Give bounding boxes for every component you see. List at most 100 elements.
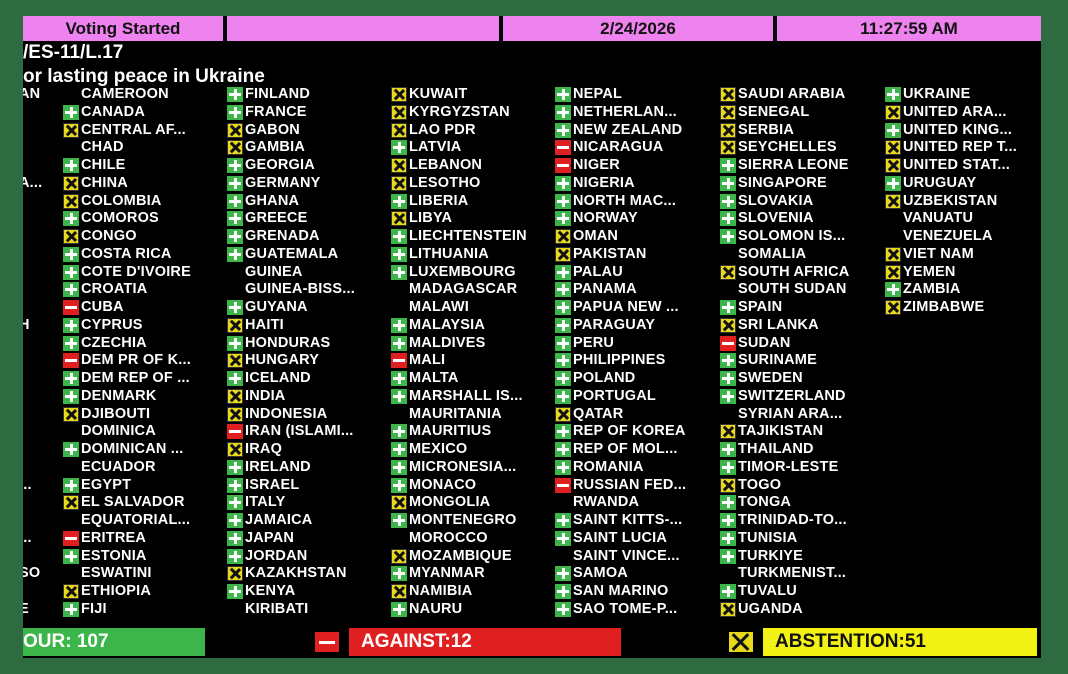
country-name: LITHUANIA (409, 245, 489, 262)
x-icon (720, 140, 736, 156)
country-row: LEBANON (391, 157, 556, 175)
x-icon (720, 477, 736, 493)
country-name: MALI (409, 352, 446, 369)
country-name: CZECHIA (81, 334, 147, 351)
country-name: GRENADA (245, 228, 320, 244)
country-name: CHINA (81, 174, 128, 191)
country-row: TIMOR-LESTE (720, 459, 885, 477)
country-row: HUNGARY (227, 352, 392, 370)
country-name: CHILE (81, 157, 126, 173)
country-name: COTE D'IVOIRE (81, 263, 191, 280)
country-name: ECUADOR (81, 458, 156, 475)
country-name: E (23, 600, 29, 617)
plus-icon (391, 566, 407, 582)
country-name: SYRIAN ARA... (738, 405, 843, 422)
country-name: CANADA (81, 103, 146, 120)
country-row: SWEDEN (720, 370, 885, 388)
country-row: REP OF MOL... (555, 441, 720, 459)
country-row: TURKMENIST... (720, 565, 885, 583)
country-row: CENTRAL AF... (63, 122, 228, 140)
country-name: TAJIKISTAN (738, 423, 824, 440)
country-name: ZIMBABWE (903, 299, 985, 315)
country-row: DENMARK (63, 388, 228, 406)
plus-icon (555, 300, 571, 315)
country-name: REP OF KOREA (573, 423, 686, 440)
country-row: CANADA (63, 104, 228, 122)
country-row: MARSHALL IS... (391, 388, 556, 406)
country-name: GABON (245, 121, 300, 138)
plus-icon (555, 530, 571, 546)
country-row: AN (23, 86, 166, 104)
plus-icon (555, 122, 571, 138)
country-name: EQUATORIAL... (81, 512, 191, 528)
country-name: LIBERIA (409, 192, 469, 209)
country-name: ITALY (245, 494, 286, 511)
country-name: UZBEKISTAN (903, 192, 998, 209)
country-row: A... (23, 175, 166, 193)
country-row: UGANDA (720, 601, 885, 619)
country-row: HONDURAS (227, 335, 392, 353)
country-name: PALAU (573, 263, 623, 280)
country-row: UZBEKISTAN (885, 193, 1041, 211)
country-row: PHILIPPINES (555, 352, 720, 370)
country-column: SAUDI ARABIA SENEGAL SERBIA SEYCHELLES SIERR… (720, 86, 885, 619)
country-row: NIGER (555, 157, 720, 175)
country-row: SOUTH SUDAN (720, 281, 885, 299)
plus-icon (63, 548, 79, 564)
country-name: KUWAIT (409, 86, 468, 102)
country-row: UKRAINE (885, 86, 1041, 104)
x-icon (885, 140, 901, 156)
country-row: SAINT KITTS-... (555, 512, 720, 530)
country-name: TRINIDAD-TO... (738, 512, 847, 528)
country-name: TUNISIA (738, 529, 798, 546)
country-name: LIBYA (409, 210, 453, 227)
country-row: IRAN (ISLAMI... (227, 423, 392, 441)
minus-icon (227, 424, 243, 440)
country-name: VANUATU (903, 210, 974, 227)
country-name: MAURITIUS (409, 423, 492, 440)
country-name: DOMINICAN ... (81, 441, 184, 457)
country-name: COLOMBIA (81, 192, 162, 209)
x-icon (885, 264, 901, 280)
country-row: IRAQ (227, 441, 392, 459)
country-row: VANUATU (885, 210, 1041, 228)
country-row: TAJIKISTAN (720, 423, 885, 441)
country-name: RWANDA (573, 494, 640, 511)
plus-icon (391, 459, 407, 475)
country-row: SOUTH AFRICA (720, 264, 885, 282)
country-row: LAO PDR (391, 122, 556, 140)
country-row: GHANA (227, 193, 392, 211)
country-row: KIRIBATI (227, 601, 392, 619)
minus-icon (63, 530, 79, 546)
country-name: THAILAND (738, 441, 814, 457)
country-row: SRI LANKA (720, 317, 885, 335)
country-row: FINLAND (227, 86, 392, 104)
plus-icon (555, 442, 571, 457)
country-name: MEXICO (409, 441, 468, 457)
country-row: LIBYA (391, 210, 556, 228)
country-row: EQUATORIAL... (63, 512, 228, 530)
country-name: CUBA (81, 299, 124, 315)
plus-icon (391, 442, 407, 457)
country-name: VENEZUELA (903, 228, 993, 244)
country-name: POLAND (573, 370, 636, 386)
country-column: NEPAL NETHERLAN... NEW ZEALAND NICARAGUA NIG… (555, 86, 720, 619)
country-name: GREECE (245, 210, 308, 227)
plus-icon (63, 104, 79, 120)
country-name: MAURITANIA (409, 405, 502, 422)
country-name: INDIA (245, 387, 286, 404)
country-row: LITHUANIA (391, 246, 556, 264)
country-row: UNITED KING... (885, 122, 1041, 140)
country-name: SOUTH AFRICA (738, 263, 850, 280)
country-row: NORTH MAC... (555, 193, 720, 211)
country-name: SWEDEN (738, 370, 803, 386)
country-column: AN A... H...... SO E (23, 86, 166, 636)
country-name: MICRONESIA... (409, 458, 517, 475)
country-row: QATAR (555, 406, 720, 424)
plus-icon (227, 87, 243, 102)
country-row: SAINT VINCE... (555, 548, 720, 566)
country-row: KYRGYZSTAN (391, 104, 556, 122)
country-row: PANAMA (555, 281, 720, 299)
country-name: EGYPT (81, 476, 132, 493)
plus-icon (391, 371, 407, 386)
